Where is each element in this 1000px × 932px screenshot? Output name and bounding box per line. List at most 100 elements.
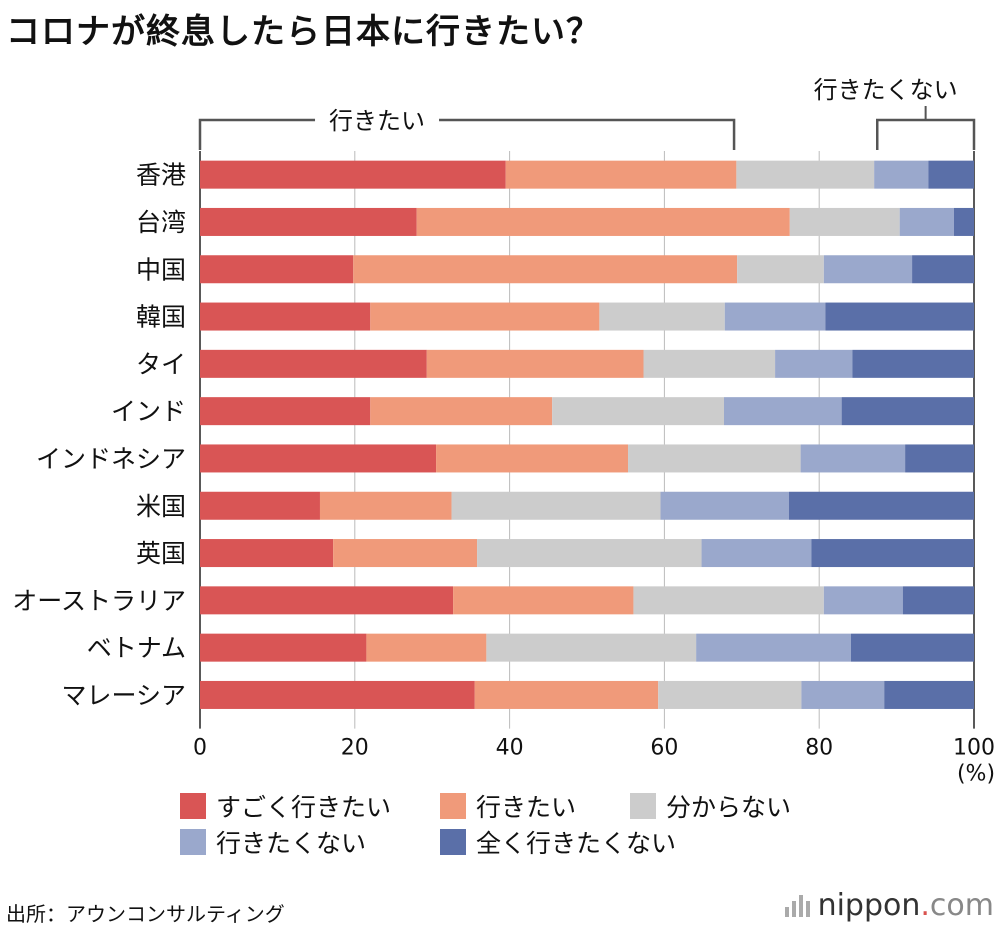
group-label-positive: 行きたい xyxy=(329,107,425,135)
category-label: 韓国 xyxy=(136,303,186,332)
legend-row-2: 行きたくない 全く行きたくない xyxy=(180,824,820,860)
bracket-label-bg xyxy=(315,104,440,136)
bar-segment xyxy=(658,680,802,709)
bar-segment xyxy=(366,633,487,662)
bar-segment xyxy=(486,633,697,662)
brand-dot: . xyxy=(920,888,930,923)
bar-segment xyxy=(416,207,790,236)
bar-segment xyxy=(660,491,790,520)
bar-segment xyxy=(436,444,629,473)
x-unit-label: (%) xyxy=(957,762,995,787)
category-label: ベトナム xyxy=(87,634,186,663)
legend-swatch xyxy=(440,793,466,819)
bar-segment xyxy=(724,302,826,331)
bar-segment xyxy=(852,349,974,378)
bar-segment xyxy=(426,349,644,378)
category-label: 台湾 xyxy=(136,208,186,237)
bar-segment xyxy=(701,539,812,568)
bar-segment xyxy=(200,160,506,189)
bar-segment xyxy=(823,586,903,615)
legend-swatch xyxy=(180,793,206,819)
legend-label: 行きたくない xyxy=(216,829,367,858)
group-label-negative: 行きたくない xyxy=(814,76,958,104)
bar-segment xyxy=(905,444,974,473)
bar-segment xyxy=(811,539,974,568)
bar-segment xyxy=(200,255,354,284)
bar-segment xyxy=(696,633,851,662)
bar-segment xyxy=(841,397,974,426)
source-note: 出所：アウンコンサルティング xyxy=(6,902,285,926)
bar-segment xyxy=(200,633,367,662)
bar-segment xyxy=(200,444,437,473)
bracket-negative xyxy=(876,118,976,150)
legend-swatch xyxy=(630,793,656,819)
category-label: タイ xyxy=(136,350,186,379)
legend-item-never-want: 全く行きたくない xyxy=(440,824,676,860)
bar-segment xyxy=(477,539,702,568)
x-tick-label: 40 xyxy=(496,736,524,761)
legend-item-want: 行きたい xyxy=(440,788,630,824)
legend-label: 行きたい xyxy=(476,793,577,822)
bar-segment xyxy=(874,160,929,189)
legend-row-1: すごく行きたい 行きたい 分からない xyxy=(180,788,820,824)
bar-segment xyxy=(643,349,776,378)
category-label: 香港 xyxy=(136,161,186,190)
bar-segment xyxy=(850,633,974,662)
brand-suffix: com xyxy=(929,888,994,923)
bar-segment xyxy=(912,255,974,284)
bar-segment xyxy=(800,444,906,473)
x-tick-label: 0 xyxy=(193,736,207,761)
category-label: 米国 xyxy=(136,492,186,521)
category-label: 英国 xyxy=(136,539,186,568)
bar-segment xyxy=(505,160,737,189)
bar-segment xyxy=(200,302,371,331)
legend-label: 全く行きたくない xyxy=(476,829,677,858)
bar-segment xyxy=(628,444,801,473)
brand-bars-icon xyxy=(784,894,810,917)
legend-item-not-want: 行きたくない xyxy=(180,824,440,860)
bar-segment xyxy=(736,160,875,189)
category-label: インド xyxy=(111,397,186,426)
category-label: マレーシア xyxy=(61,681,186,710)
bar-segment xyxy=(319,491,452,520)
bar-segment xyxy=(902,586,974,615)
bar-segment xyxy=(789,491,974,520)
chart-title: コロナが終息したら日本に行きたい？ xyxy=(6,12,601,52)
brand-name: nippon xyxy=(817,888,921,923)
bar-segment xyxy=(789,207,900,236)
category-label: オーストラリア xyxy=(12,586,186,615)
legend: すごく行きたい 行きたい 分からない 行きたくない 全く行きたくない xyxy=(180,788,820,860)
legend-label: すごく行きたい xyxy=(216,793,392,822)
bracket-positive xyxy=(198,118,736,150)
bar-segment xyxy=(899,207,954,236)
legend-item-unknown: 分からない xyxy=(630,788,791,824)
bar-segment xyxy=(370,302,600,331)
x-tick-label: 20 xyxy=(341,736,369,761)
brand-logo: nippon. com xyxy=(784,888,994,923)
bar-segment xyxy=(953,207,974,236)
bar-segment xyxy=(737,255,824,284)
bar-segment xyxy=(451,491,661,520)
bar-segment xyxy=(723,397,842,426)
bar-segment xyxy=(599,302,725,331)
x-tick-label: 80 xyxy=(805,736,833,761)
bar-segment xyxy=(825,302,974,331)
bar-segment xyxy=(775,349,853,378)
bar-segment xyxy=(200,207,417,236)
category-label: インドネシア xyxy=(36,444,186,473)
bar-segment xyxy=(928,160,974,189)
bar-segment xyxy=(333,539,478,568)
legend-swatch xyxy=(440,829,466,855)
bar-segment xyxy=(552,397,724,426)
bar-segment xyxy=(474,680,659,709)
bar-segment xyxy=(801,680,885,709)
bar-segment xyxy=(453,586,634,615)
bar-segment xyxy=(884,680,974,709)
bar-segment xyxy=(200,397,371,426)
x-tick-label: 100 xyxy=(953,736,995,761)
bar-segment xyxy=(370,397,553,426)
bar-segment xyxy=(200,586,454,615)
bar-segment xyxy=(200,539,334,568)
bar-segment xyxy=(200,349,427,378)
